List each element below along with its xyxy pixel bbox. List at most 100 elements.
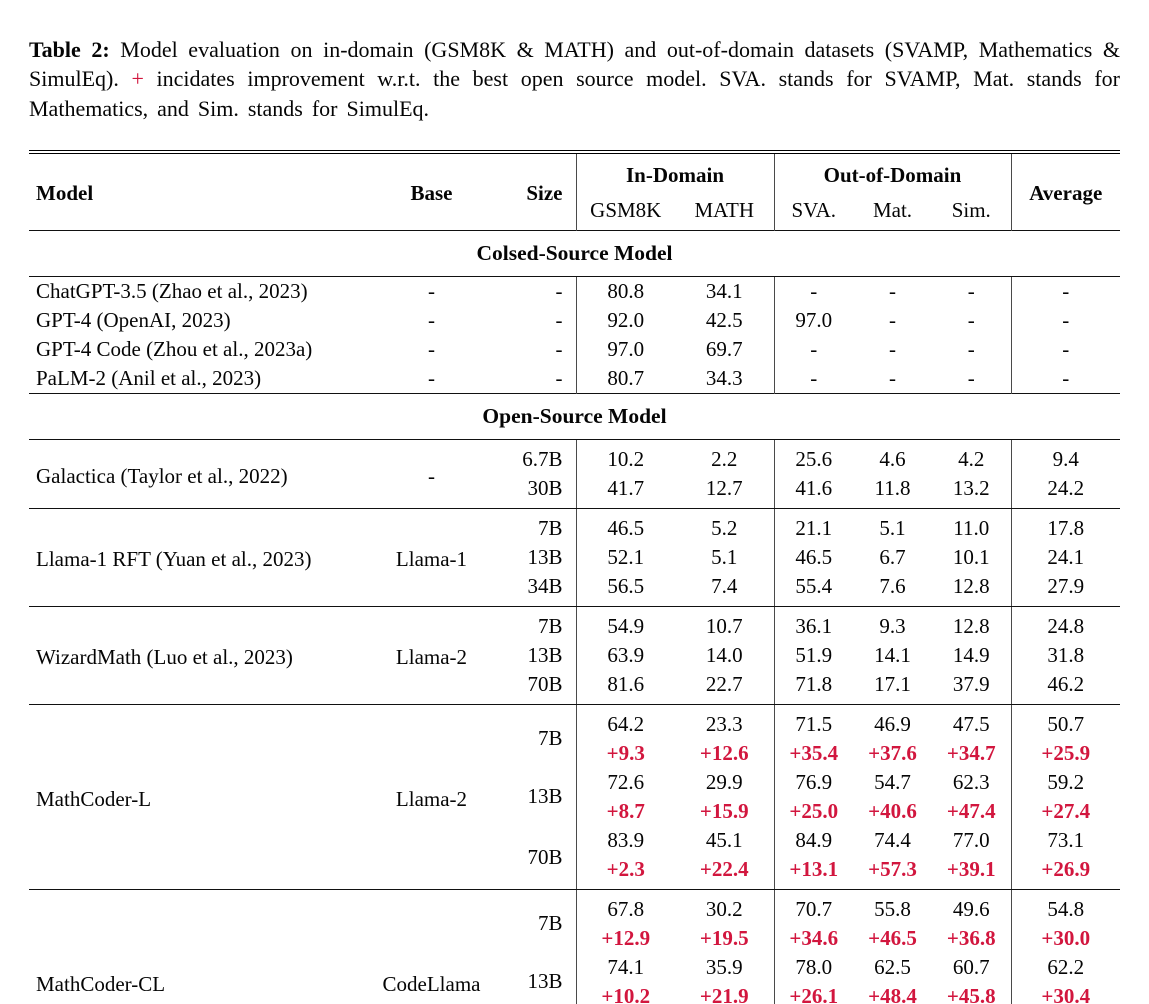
score-cell: 37.9 xyxy=(932,669,1011,705)
score-cell: 54.8 xyxy=(1010,889,1120,924)
score-cell: 83.9 xyxy=(575,825,675,855)
improvement-cell: +30.0 xyxy=(1010,923,1120,953)
score-cell: 55.4 xyxy=(773,571,853,607)
improvement-cell: +10.2 xyxy=(575,981,675,1004)
improvement-cell: +2.3 xyxy=(575,854,675,890)
improvement-cell: +34.7 xyxy=(946,740,996,765)
score-cell: 10.7 xyxy=(705,613,743,638)
col-header-model: Model xyxy=(36,181,94,206)
size-cell: 13B xyxy=(527,544,563,569)
score-row: GPT-4 (OpenAI, 2023) - -92.0 42.5 97.0- - - xyxy=(29,305,1120,335)
score-cell: 73.1 xyxy=(1010,825,1120,855)
score-row: ChatGPT-3.5 (Zhao et al., 2023) - -80.8 34.… xyxy=(29,276,1120,306)
score-cell: 54.7 xyxy=(874,769,911,794)
score-row: 70B 81.6 22.7 71.8 17.1 37.9 46.2 xyxy=(29,669,1120,705)
base-cell: - xyxy=(428,278,435,303)
improvement-cell: +9.3 xyxy=(575,738,675,768)
improvement-cell: +57.3 xyxy=(853,854,932,890)
caption-plus-sign: + xyxy=(131,66,144,92)
score-cell: - xyxy=(1010,276,1120,306)
score-cell: 72.6 xyxy=(575,767,675,797)
score-cell: - xyxy=(773,363,853,394)
score-cell: 54.9 xyxy=(575,606,675,641)
score-cell: 17.1 xyxy=(853,669,932,705)
improvement-cell: +36.8 xyxy=(946,925,996,950)
score-cell: 60.7 xyxy=(952,954,990,979)
model-cell: Galactica (Taylor et al., 2022) xyxy=(29,439,359,509)
size-cell: 13B xyxy=(527,784,563,809)
size-cell: 7B xyxy=(537,911,563,936)
score-cell: 42.5 xyxy=(705,307,743,332)
improvement-cell: +26.1 xyxy=(773,981,853,1004)
base-cell: - xyxy=(428,336,435,361)
base-cell: CodeLlama xyxy=(359,889,504,1004)
col-header-math: MATH xyxy=(694,197,754,222)
score-cell: 77.0 xyxy=(952,827,990,852)
score-cell: 50.7 xyxy=(1010,704,1120,739)
score-cell: 17.8 xyxy=(1010,508,1120,543)
score-cell: 69.7 xyxy=(705,336,743,361)
score-cell: 64.2 xyxy=(575,704,675,739)
score-cell: - xyxy=(889,336,896,361)
col-header-base: Base xyxy=(410,181,453,206)
score-row: 13B 74.1 35.9 78.0 62.5 60.7 62.2 xyxy=(29,952,1120,993)
improvement-cell: +26.9 xyxy=(1010,854,1120,890)
score-row: MathCoder-CL CodeLlama 7B 67.8 30.2 70.7 55.8 4… xyxy=(29,889,1120,1004)
score-cell: 5.1 xyxy=(711,544,738,569)
col-group-out-of-domain: Out-of-Domain xyxy=(773,151,1011,194)
score-row: 13B 52.1 5.1 46.5 6.7 10.1 24.1 xyxy=(29,542,1120,572)
improvement-row: +2.3 +22.4 +13.1 +57.3 +39.1 +26.9 xyxy=(29,854,1120,890)
model-cell: PaLM-2 (Anil et al., 2023) xyxy=(36,365,262,390)
size-cell: 7B xyxy=(537,515,563,540)
improvement-cell: +47.4 xyxy=(946,798,996,823)
base-cell: - xyxy=(359,439,504,509)
score-cell: 23.3 xyxy=(705,711,743,736)
size-cell: 13B xyxy=(527,642,563,667)
caption-text-before-plus: Model evaluation on in-domain (GSM8K & M… xyxy=(29,37,1121,92)
base-cell: - xyxy=(428,307,435,332)
score-cell: - xyxy=(967,278,975,303)
score-cell: 10.2 xyxy=(575,439,675,474)
col-header-gsm8k: GSM8K xyxy=(575,193,675,231)
score-cell: 41.7 xyxy=(575,473,675,509)
score-cell: 21.1 xyxy=(773,508,853,543)
model-cell: GPT-4 Code (Zhou et al., 2023a) xyxy=(36,336,313,361)
improvement-cell: +40.6 xyxy=(868,798,917,823)
score-cell: 97.0 xyxy=(575,334,675,364)
score-row: 30B 41.7 12.7 41.6 11.8 13.2 24.2 xyxy=(29,473,1120,509)
improvement-cell: +13.1 xyxy=(773,854,853,890)
improvement-cell: +46.5 xyxy=(868,925,917,950)
score-cell: - xyxy=(1010,334,1120,364)
improvement-cell: +25.0 xyxy=(773,796,853,826)
score-cell: 29.9 xyxy=(705,769,743,794)
improvement-row: +12.9 +19.5 +34.6 +46.5 +36.8 +30.0 xyxy=(29,923,1120,953)
score-cell: 46.9 xyxy=(874,711,911,736)
size-cell: - xyxy=(555,365,563,390)
score-cell: 62.5 xyxy=(874,954,911,979)
score-cell: 34.1 xyxy=(705,278,743,303)
score-cell: - xyxy=(889,365,896,390)
score-cell: - xyxy=(967,365,975,390)
improvement-cell: +21.9 xyxy=(699,983,749,1004)
model-cell: MathCoder-L xyxy=(29,704,359,890)
improvement-cell: +39.1 xyxy=(932,854,1011,890)
score-row: 70B 83.9 45.1 84.9 74.4 77.0 73.1 xyxy=(29,825,1120,890)
section-title-row: Colsed-Source Model xyxy=(29,229,1120,277)
score-cell: 14.9 xyxy=(952,642,990,667)
score-cell: 22.7 xyxy=(675,669,774,705)
score-cell: 46.5 xyxy=(575,508,675,543)
score-cell: 56.5 xyxy=(575,571,675,607)
score-cell: 52.1 xyxy=(575,542,675,572)
improvement-cell: +48.4 xyxy=(868,983,917,1004)
score-cell: - xyxy=(967,307,975,332)
score-cell: 11.8 xyxy=(853,473,932,509)
score-cell: 14.1 xyxy=(874,642,911,667)
improvement-cell: +25.9 xyxy=(1010,738,1120,768)
score-cell: 25.6 xyxy=(773,439,853,474)
col-header-size: Size xyxy=(526,181,563,206)
score-cell: 84.9 xyxy=(773,825,853,855)
score-cell: 46.2 xyxy=(1010,669,1120,705)
score-cell: 78.0 xyxy=(773,952,853,982)
score-cell: 12.7 xyxy=(675,473,774,509)
